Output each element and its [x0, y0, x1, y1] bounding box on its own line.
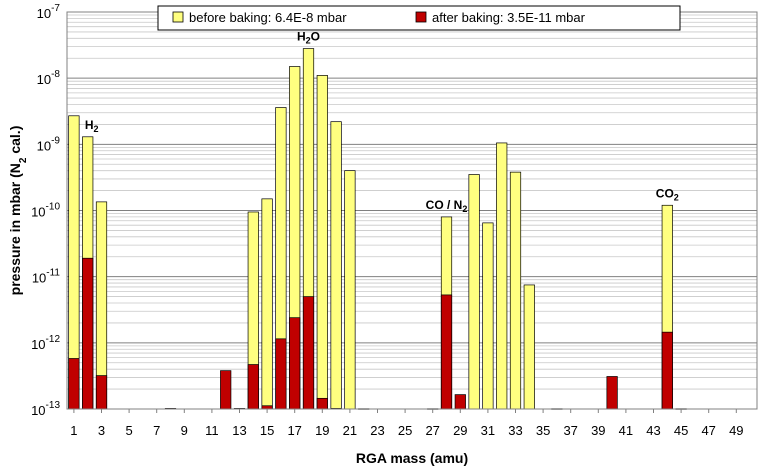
bar-after-2: [82, 257, 94, 410]
x-tick-label: 19: [315, 423, 329, 438]
annotation-part: 2: [462, 204, 467, 214]
x-tick-label: 15: [260, 423, 274, 438]
annotation-h2o: H2O: [297, 30, 320, 46]
x-tick-label: 35: [536, 423, 550, 438]
x-tick-label: 43: [646, 423, 660, 438]
bar-after-14: [247, 364, 259, 410]
y-tick-label: 10-13: [31, 400, 60, 418]
bars: [68, 48, 687, 410]
x-tick-label: 25: [398, 423, 412, 438]
annotation-part: H: [297, 30, 306, 44]
bar-before-31: [482, 222, 494, 410]
x-tick-label: 27: [425, 423, 439, 438]
annotation-co2: CO2: [656, 186, 679, 202]
bar-before-33: [509, 171, 522, 410]
x-tick-label: 31: [481, 423, 495, 438]
y-tick-base: 10: [32, 271, 46, 286]
y-axis-title-main: pressure in mbar (N: [7, 163, 23, 295]
y-axis-title: pressure in mbar (N2 cal.): [7, 126, 29, 296]
bar-after-19: [316, 397, 328, 410]
bar-before-30: [468, 174, 480, 410]
x-tick-label: 47: [701, 423, 715, 438]
x-tick-label: 3: [98, 423, 105, 438]
x-tick-label: 39: [591, 423, 605, 438]
bar-after-29: [454, 394, 466, 410]
y-tick-exponent: -8: [51, 69, 60, 80]
bar-before-34: [523, 284, 535, 410]
y-tick-base: 10: [37, 72, 51, 87]
y-tick-exponent: -11: [46, 268, 60, 279]
legend-swatch-after: [415, 11, 427, 23]
annotation-co-n2: CO / N2: [426, 198, 468, 214]
y-axis-title-subscript: 2: [18, 157, 29, 163]
x-tick-label: 13: [232, 423, 246, 438]
y-tick-exponent: -13: [46, 400, 61, 411]
y-tick-exponent: -12: [46, 334, 61, 345]
x-tick-label: 5: [125, 423, 132, 438]
y-tick-label: 10-7: [37, 3, 61, 21]
annotation-part: 2: [306, 36, 311, 46]
annotation-part: 2: [94, 124, 99, 134]
bar-after-16: [275, 338, 287, 410]
x-tick-label: 1: [70, 423, 77, 438]
y-tick-exponent: -10: [46, 202, 61, 213]
bar-after-28: [440, 294, 453, 410]
legend: before baking: 6.4E-8 mbar after baking:…: [157, 5, 681, 31]
bar-after-17: [289, 317, 301, 410]
legend-label-before: before baking: 6.4E-8 mbar: [189, 10, 347, 25]
annotation-part: 2: [674, 192, 679, 202]
x-tick-label: 9: [181, 423, 188, 438]
x-tick-label: 41: [619, 423, 633, 438]
y-tick-base: 10: [37, 138, 51, 153]
y-tick-label: 10-12: [31, 334, 60, 352]
x-tick-label: 29: [453, 423, 467, 438]
bar-before-21: [344, 170, 356, 410]
bar-before-19: [316, 75, 328, 410]
x-tick-label: 11: [205, 423, 219, 438]
legend-label-after: after baking: 3.5E-11 mbar: [432, 10, 586, 25]
y-tick-base: 10: [31, 403, 45, 418]
x-axis-title: RGA mass (amu): [356, 450, 468, 466]
y-tick-label: 10-11: [32, 268, 61, 286]
annotation-h2: H2: [85, 118, 99, 134]
y-tick-base: 10: [37, 6, 51, 21]
y-tick-base: 10: [31, 337, 45, 352]
bar-before-20: [330, 121, 342, 410]
x-tick-label: 49: [729, 423, 743, 438]
x-tick-label: 37: [563, 423, 577, 438]
y-tick-label: 10-8: [37, 69, 61, 87]
bar-after-1: [68, 358, 80, 410]
y-tick-label: 10-9: [37, 135, 61, 153]
x-tick-label: 21: [343, 423, 357, 438]
grid-lines: [67, 14, 757, 410]
x-tick-label: 17: [287, 423, 301, 438]
x-tick-labels: 1 3 5 7 9 11 13 15 17 19 21 23 25 27 29 31 33 35 37 39 41 43 4…: [70, 409, 744, 438]
bar-after-40: [606, 376, 618, 410]
bar-after-18: [302, 296, 315, 410]
bar-before-32: [496, 142, 508, 410]
legend-swatch-before: [172, 11, 184, 23]
bar-before-15: [261, 198, 273, 410]
bar-after-3: [95, 375, 108, 410]
annotation-part: O: [311, 30, 320, 44]
annotation-part: CO / N: [426, 198, 463, 212]
x-tick-label: 45: [674, 423, 688, 438]
annotation-part: CO: [656, 186, 674, 200]
x-tick-label: 23: [370, 423, 384, 438]
bar-after-44: [661, 331, 673, 410]
x-tick-label: 33: [508, 423, 522, 438]
y-tick-label: 10-10: [31, 202, 60, 220]
y-tick-exponent: -9: [51, 135, 60, 146]
annotation-part: H: [85, 118, 94, 132]
y-tick-base: 10: [31, 205, 45, 220]
x-tick-label: 7: [153, 423, 160, 438]
y-tick-exponent: -7: [51, 3, 60, 14]
y-axis-title-tail: cal.): [7, 126, 23, 158]
bar-after-12: [220, 370, 232, 410]
